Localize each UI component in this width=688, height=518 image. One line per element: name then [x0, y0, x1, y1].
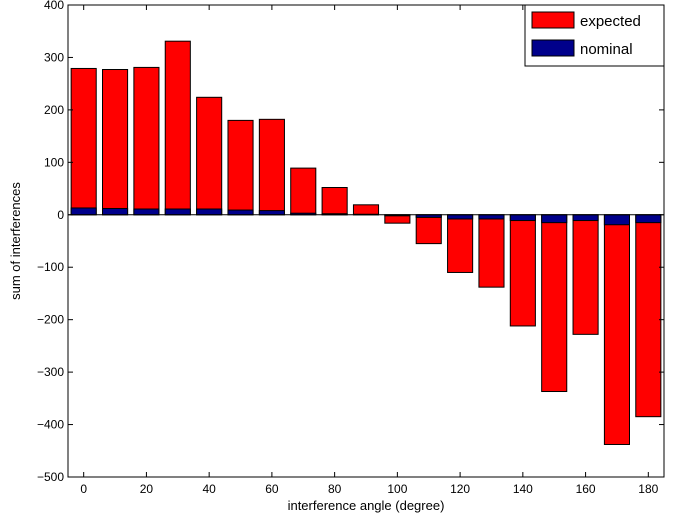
legend-swatch-nominal	[531, 39, 575, 57]
bar-expected-50	[227, 119, 254, 216]
x-tick-label: 100	[387, 482, 407, 496]
bar-expected-80	[321, 187, 348, 216]
y-tick-label: 300	[44, 50, 64, 64]
bar-nominal-140	[509, 214, 536, 222]
x-tick-label: 160	[576, 482, 596, 496]
bar-expected-90	[352, 204, 380, 216]
bar-expected-110	[415, 214, 442, 245]
x-tick-label: 140	[513, 482, 533, 496]
bar-expected-180	[635, 214, 662, 418]
y-tick-label: −500	[37, 470, 64, 484]
bar-nominal-60	[258, 210, 285, 216]
bar-expected-150	[541, 214, 568, 393]
y-tick-label: 100	[44, 155, 64, 169]
bar-expected-160	[572, 214, 599, 335]
bar-expected-60	[258, 118, 285, 216]
y-tick-label: 200	[44, 103, 64, 117]
x-tick-label: 120	[450, 482, 470, 496]
x-tick-label: 60	[265, 482, 279, 496]
bar-nominal-130	[478, 214, 505, 220]
y-tick-label: 400	[44, 0, 64, 12]
x-axis-label: interference angle (degree)	[288, 498, 445, 513]
bar-nominal-170	[603, 214, 630, 226]
legend-label-expected: expected	[580, 13, 641, 30]
bar-expected-120	[447, 214, 474, 273]
y-tick-label: 0	[57, 208, 64, 222]
bar-nominal-0	[70, 207, 97, 216]
bar-nominal-150	[541, 214, 568, 224]
bar-nominal-20	[133, 208, 160, 216]
bar-nominal-10	[102, 207, 129, 216]
plot-frame	[67, 4, 665, 478]
bar-nominal-180	[635, 214, 662, 224]
bar-expected-10	[102, 69, 129, 216]
bar-expected-20	[133, 66, 160, 216]
bar-expected-0	[70, 67, 97, 216]
x-tick-label: 20	[140, 482, 154, 496]
y-tick-label: −400	[37, 418, 64, 432]
y-tick-label: −100	[37, 260, 64, 274]
legend: expected nominal	[524, 4, 665, 67]
x-tick-label: 80	[328, 482, 342, 496]
legend-swatch-expected	[531, 11, 575, 29]
bar-expected-70	[290, 167, 317, 216]
bar-expected-170	[603, 214, 630, 445]
bar-expected-40	[196, 96, 223, 216]
axis-tick-labels: 0 20 40 60 80 100 120 140 160 180 −500 −400 −300 −200…	[37, 0, 659, 496]
bar-expected-140	[509, 214, 536, 327]
y-tick-label: −300	[37, 365, 64, 379]
bar-nominal-40	[196, 208, 223, 216]
x-tick-label: 180	[638, 482, 658, 496]
bar-nominal-160	[572, 214, 599, 222]
bar-nominal-50	[227, 209, 254, 216]
axis-ticks	[68, 4, 664, 478]
bar-expected-130	[478, 214, 505, 288]
y-tick-label: −200	[37, 313, 64, 327]
x-tick-label: 0	[80, 482, 87, 496]
bar-nominal-120	[447, 214, 474, 220]
bar-nominal-30	[164, 208, 191, 216]
bar-expected-30	[164, 40, 191, 216]
x-tick-label: 40	[202, 482, 216, 496]
y-axis-label: sum of interferences	[8, 182, 23, 300]
legend-label-nominal: nominal	[580, 41, 633, 58]
bars-layer	[70, 40, 662, 445]
